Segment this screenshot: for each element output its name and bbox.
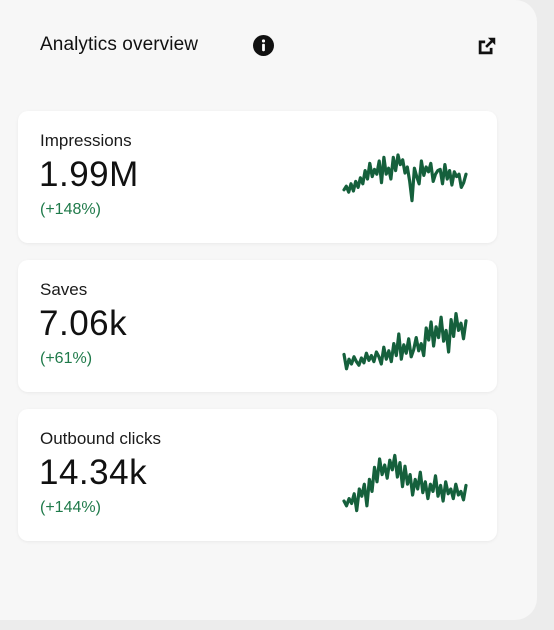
impressions-sparkline xyxy=(342,153,468,203)
sparkline-path xyxy=(342,312,468,371)
metric-card-saves[interactable]: Saves 7.06k (+61%) xyxy=(18,260,497,392)
metric-change: (+144%) xyxy=(40,499,101,516)
info-icon[interactable] xyxy=(253,35,274,56)
metric-label: Saves xyxy=(40,280,88,299)
sparkline-path xyxy=(342,453,468,513)
metric-label: Impressions xyxy=(40,131,132,150)
analytics-overview-panel: Analytics overview Impressions 1.99M (+1… xyxy=(0,0,537,620)
metric-change: (+148%) xyxy=(40,201,101,218)
saves-sparkline xyxy=(342,312,468,371)
metric-value: 14.34k xyxy=(39,453,148,492)
metric-value: 7.06k xyxy=(39,304,128,343)
metric-change: (+61%) xyxy=(40,350,93,367)
outbound-clicks-sparkline xyxy=(342,453,468,513)
metric-card-impressions[interactable]: Impressions 1.99M (+148%) xyxy=(18,111,497,243)
metric-card-outbound-clicks[interactable]: Outbound clicks 14.34k (+144%) xyxy=(18,409,497,541)
sparkline-path xyxy=(342,153,468,203)
metric-value: 1.99M xyxy=(39,155,139,194)
external-link-icon[interactable] xyxy=(476,35,498,57)
panel-title: Analytics overview xyxy=(40,34,199,55)
metric-label: Outbound clicks xyxy=(40,429,161,448)
panel-header: Analytics overview xyxy=(40,32,500,62)
